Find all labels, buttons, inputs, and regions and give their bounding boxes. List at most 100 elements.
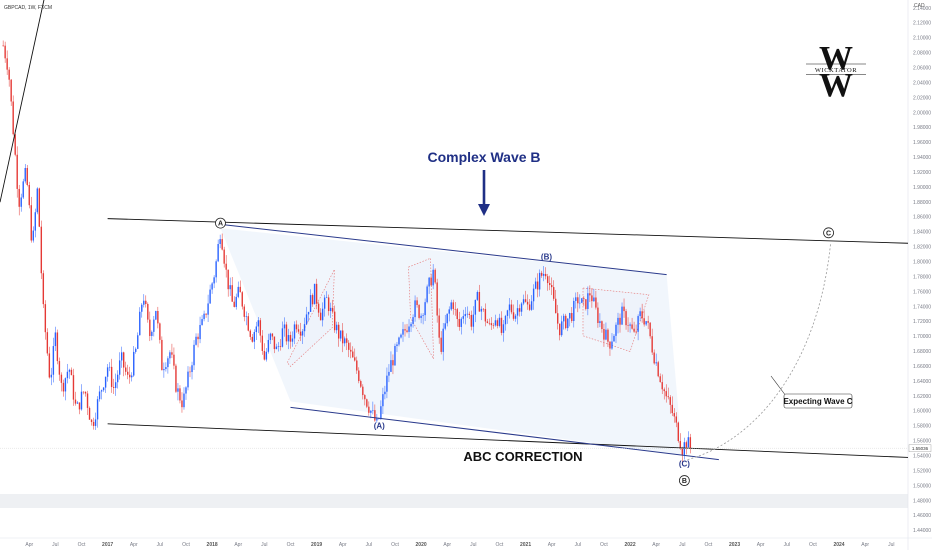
candle-body	[159, 323, 161, 340]
candle-body	[151, 331, 153, 336]
candle-body	[587, 293, 589, 309]
candle-body	[681, 448, 684, 455]
candle-body	[416, 300, 418, 306]
candle-body	[583, 298, 585, 300]
candle-body	[185, 387, 187, 394]
candle-body	[402, 329, 404, 335]
candle-body	[356, 360, 358, 371]
candle-body	[518, 308, 521, 312]
candle-body	[388, 371, 390, 376]
wave-label-circle-0	[215, 217, 226, 229]
candle-body	[269, 333, 272, 340]
x-tick-21: Jul	[575, 542, 581, 548]
candle-body	[30, 205, 32, 241]
y-tick-14: 1.86000	[913, 215, 931, 221]
x-tick-31: 2024	[833, 542, 844, 548]
candle-body	[295, 324, 298, 330]
candle-body	[249, 330, 251, 337]
x-tick-2: Oct	[78, 542, 86, 548]
candle-body	[135, 348, 137, 352]
candle-body	[450, 302, 452, 310]
candle-body	[482, 308, 485, 310]
candle-body	[440, 337, 442, 352]
candle-body	[321, 308, 324, 321]
candle-body	[581, 298, 583, 303]
y-tick-21: 1.72000	[913, 319, 931, 325]
candle-body	[430, 277, 432, 286]
candle-body	[599, 321, 601, 324]
candle-body	[478, 292, 481, 312]
candle-body	[436, 282, 438, 316]
x-tick-5: Jul	[157, 542, 163, 548]
candle-body	[555, 298, 557, 314]
candle-body	[327, 297, 330, 312]
candle-body	[613, 335, 615, 342]
y-tick-3: 2.08000	[913, 51, 931, 57]
candle-body	[153, 319, 155, 332]
candle-body	[530, 301, 533, 310]
candle-body	[342, 330, 344, 344]
candle-body	[468, 313, 471, 316]
y-tick-0: 2.14000	[913, 6, 931, 12]
candle-body	[370, 410, 372, 413]
candle-body	[311, 295, 314, 305]
candle-body	[235, 296, 237, 307]
candle-body	[18, 188, 20, 207]
candle-body	[382, 394, 384, 407]
candle-body	[36, 188, 38, 213]
candle-body	[241, 292, 243, 307]
x-tick-6: Oct	[182, 542, 190, 548]
candle-body	[579, 302, 581, 304]
x-tick-26: Oct	[705, 542, 713, 548]
candle-body	[428, 277, 430, 287]
candle-body	[273, 336, 276, 350]
candle-body	[84, 391, 87, 394]
candle-body	[259, 320, 262, 336]
candle-body	[32, 230, 34, 241]
x-tick-9: Jul	[261, 542, 267, 548]
candle-body	[460, 318, 462, 327]
candle-body	[217, 244, 219, 262]
candle-body	[520, 303, 523, 312]
candle-body	[647, 321, 649, 323]
candle-body	[325, 297, 328, 299]
candle-body	[221, 239, 223, 250]
y-tick-33: 1.48000	[913, 498, 931, 504]
candle-body	[245, 316, 247, 317]
candle-body	[64, 378, 67, 392]
candle-body	[665, 391, 667, 397]
candle-body	[659, 376, 661, 383]
trendlines	[0, 0, 909, 461]
candle-body	[102, 387, 105, 391]
candle-body	[335, 324, 338, 331]
candle-body	[500, 317, 503, 333]
current-price-tag-bg	[908, 444, 932, 452]
candle-body	[191, 365, 193, 373]
candle-body	[655, 362, 657, 364]
y-axis: 2.14000 2.12000 2.10000 2.08000 2.06000 2.040…	[913, 6, 931, 534]
candle-body	[358, 370, 360, 382]
candle-body	[492, 325, 495, 326]
candle-body	[133, 351, 135, 376]
candle-body	[251, 336, 253, 342]
candle-body	[141, 304, 143, 312]
y-tick-23: 1.68000	[913, 349, 931, 355]
candle-body	[305, 314, 308, 325]
trendline-lower	[107, 423, 909, 458]
candle-body	[122, 352, 125, 368]
trendline-upper	[107, 218, 909, 244]
candle-body	[553, 287, 555, 299]
logo-mark-top: W	[819, 40, 853, 77]
y-tick-15: 1.84000	[913, 230, 931, 236]
candle-body	[559, 323, 561, 336]
y-tick-6: 2.02000	[913, 95, 931, 101]
candle-body	[338, 324, 340, 339]
candle-body	[420, 315, 422, 318]
candle-body	[303, 324, 306, 332]
candle-body	[54, 332, 57, 347]
y-tick-25: 1.64000	[913, 379, 931, 385]
candle-body	[605, 329, 607, 340]
candle-body	[595, 297, 597, 308]
x-axis: Apr Jul Oct 2017 Apr Jul Oct 2018 Apr Jul Oct 2019 A…	[25, 542, 894, 548]
